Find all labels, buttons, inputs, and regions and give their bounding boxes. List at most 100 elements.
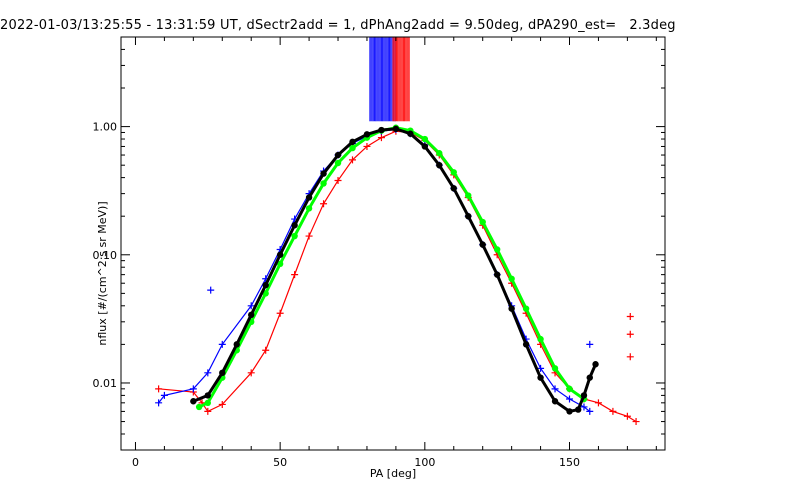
series-point <box>155 399 163 407</box>
series-point <box>508 305 515 312</box>
beam-line-group <box>392 37 410 122</box>
series-layer <box>155 124 640 426</box>
x-axis: 0 50 100 150 <box>132 37 657 469</box>
series-point <box>291 222 298 229</box>
scatter-point <box>207 286 215 294</box>
series-point <box>407 130 414 137</box>
y-tick-label: 1.00 <box>93 121 118 134</box>
series-point <box>305 194 313 201</box>
series-point <box>276 260 284 268</box>
series-point <box>592 361 599 368</box>
series-point <box>580 392 588 399</box>
series-point <box>320 180 327 187</box>
series-point <box>586 407 594 415</box>
y-axis-title: nflux [#/(cm^2 s sr MeV)] <box>96 201 109 345</box>
y-tick-label: 0.10 <box>93 249 118 262</box>
series-point <box>574 406 582 413</box>
series-point <box>594 399 602 407</box>
series-point <box>190 398 197 405</box>
series-point <box>436 150 443 157</box>
series-point <box>348 156 356 164</box>
series-point <box>623 412 631 420</box>
series-point <box>204 407 212 415</box>
chart-title: 2022-01-03/13:25:55 - 13:31:59 UT, dSect… <box>0 18 676 33</box>
series-point <box>248 311 255 319</box>
series-point <box>450 185 457 192</box>
series-point <box>632 418 640 426</box>
series-point <box>204 392 212 399</box>
series-point <box>551 365 559 372</box>
series-point <box>377 134 385 142</box>
series-point <box>247 302 255 310</box>
x-axis-title: PA [deg] <box>370 467 416 480</box>
series-point <box>291 232 298 240</box>
scatter-point <box>586 340 594 348</box>
series-point <box>566 408 573 415</box>
series-point <box>155 385 163 393</box>
series-point <box>276 251 284 258</box>
series-point <box>247 369 255 377</box>
series-point <box>609 407 617 415</box>
series-point <box>566 385 573 393</box>
series-point <box>522 305 530 312</box>
beam-line-group <box>369 37 396 122</box>
series-point <box>195 403 203 411</box>
series-point <box>580 403 588 411</box>
series-point <box>349 144 356 152</box>
series-point <box>320 170 327 177</box>
series-point <box>334 176 342 184</box>
series-point <box>204 369 212 377</box>
series-point <box>450 169 457 176</box>
series-point <box>465 192 472 199</box>
series-point <box>537 335 544 343</box>
series-point <box>378 126 385 134</box>
series-point <box>493 246 501 253</box>
series-point <box>305 205 313 212</box>
series-point <box>218 400 226 408</box>
series-point <box>566 395 574 403</box>
series-point <box>276 309 284 317</box>
series-point <box>363 142 371 150</box>
series-3 <box>190 125 599 415</box>
series-point <box>493 271 501 278</box>
series-point <box>219 369 226 377</box>
series-point <box>421 143 429 150</box>
series-point <box>291 271 299 279</box>
series-point <box>436 161 443 169</box>
series-point <box>349 138 356 146</box>
series-point <box>508 275 515 282</box>
series-point <box>363 131 371 138</box>
series-point <box>218 340 226 348</box>
series-point <box>551 385 559 393</box>
series-0 <box>155 127 640 426</box>
series-point <box>465 212 472 220</box>
series-point <box>479 218 486 226</box>
series-point <box>537 374 544 381</box>
series-point <box>479 241 486 248</box>
series-point <box>537 364 545 372</box>
x-tick-label: 100 <box>414 456 435 469</box>
scatter-points <box>207 286 634 361</box>
y-axis: 0.01 0.10 1.00 <box>93 36 665 451</box>
beam-lines <box>369 37 410 122</box>
series-point <box>551 398 559 405</box>
scatter-point <box>626 353 634 361</box>
series-point <box>160 391 168 399</box>
y-tick-label: 0.01 <box>93 377 118 390</box>
series-point <box>334 159 342 167</box>
x-tick-label: 0 <box>132 456 139 469</box>
series-point <box>522 341 530 348</box>
series-point <box>334 151 342 159</box>
series-point <box>421 135 429 143</box>
x-tick-label: 150 <box>559 456 580 469</box>
series-point <box>189 385 197 393</box>
series-point <box>320 200 328 208</box>
series-point <box>204 399 212 407</box>
series-line <box>158 130 637 423</box>
series-point <box>233 341 240 348</box>
series-point <box>262 346 270 354</box>
scatter-point <box>626 330 634 338</box>
series-point <box>586 374 593 381</box>
series-point <box>305 232 313 240</box>
